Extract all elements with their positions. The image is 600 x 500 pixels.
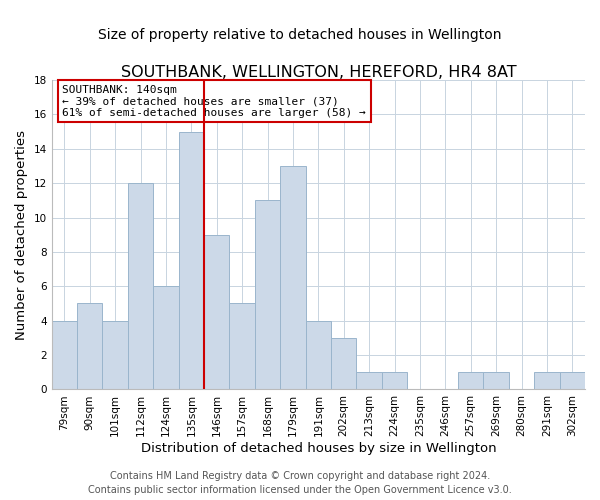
Bar: [560, 372, 585, 390]
Bar: [484, 372, 509, 390]
Bar: [534, 372, 560, 390]
X-axis label: Distribution of detached houses by size in Wellington: Distribution of detached houses by size …: [140, 442, 496, 455]
Bar: [280, 166, 305, 390]
Bar: [458, 372, 484, 390]
Bar: [356, 372, 382, 390]
Text: Size of property relative to detached houses in Wellington: Size of property relative to detached ho…: [98, 28, 502, 42]
Bar: [255, 200, 280, 390]
Bar: [52, 320, 77, 390]
Text: SOUTHBANK: 140sqm
← 39% of detached houses are smaller (37)
61% of semi-detached: SOUTHBANK: 140sqm ← 39% of detached hous…: [62, 84, 366, 118]
Bar: [204, 234, 229, 390]
Bar: [153, 286, 179, 390]
Text: Contains HM Land Registry data © Crown copyright and database right 2024.
Contai: Contains HM Land Registry data © Crown c…: [88, 471, 512, 495]
Bar: [229, 304, 255, 390]
Bar: [305, 320, 331, 390]
Bar: [179, 132, 204, 390]
Title: SOUTHBANK, WELLINGTON, HEREFORD, HR4 8AT: SOUTHBANK, WELLINGTON, HEREFORD, HR4 8AT: [121, 65, 516, 80]
Y-axis label: Number of detached properties: Number of detached properties: [15, 130, 28, 340]
Bar: [331, 338, 356, 390]
Bar: [128, 183, 153, 390]
Bar: [382, 372, 407, 390]
Bar: [103, 320, 128, 390]
Bar: [77, 304, 103, 390]
